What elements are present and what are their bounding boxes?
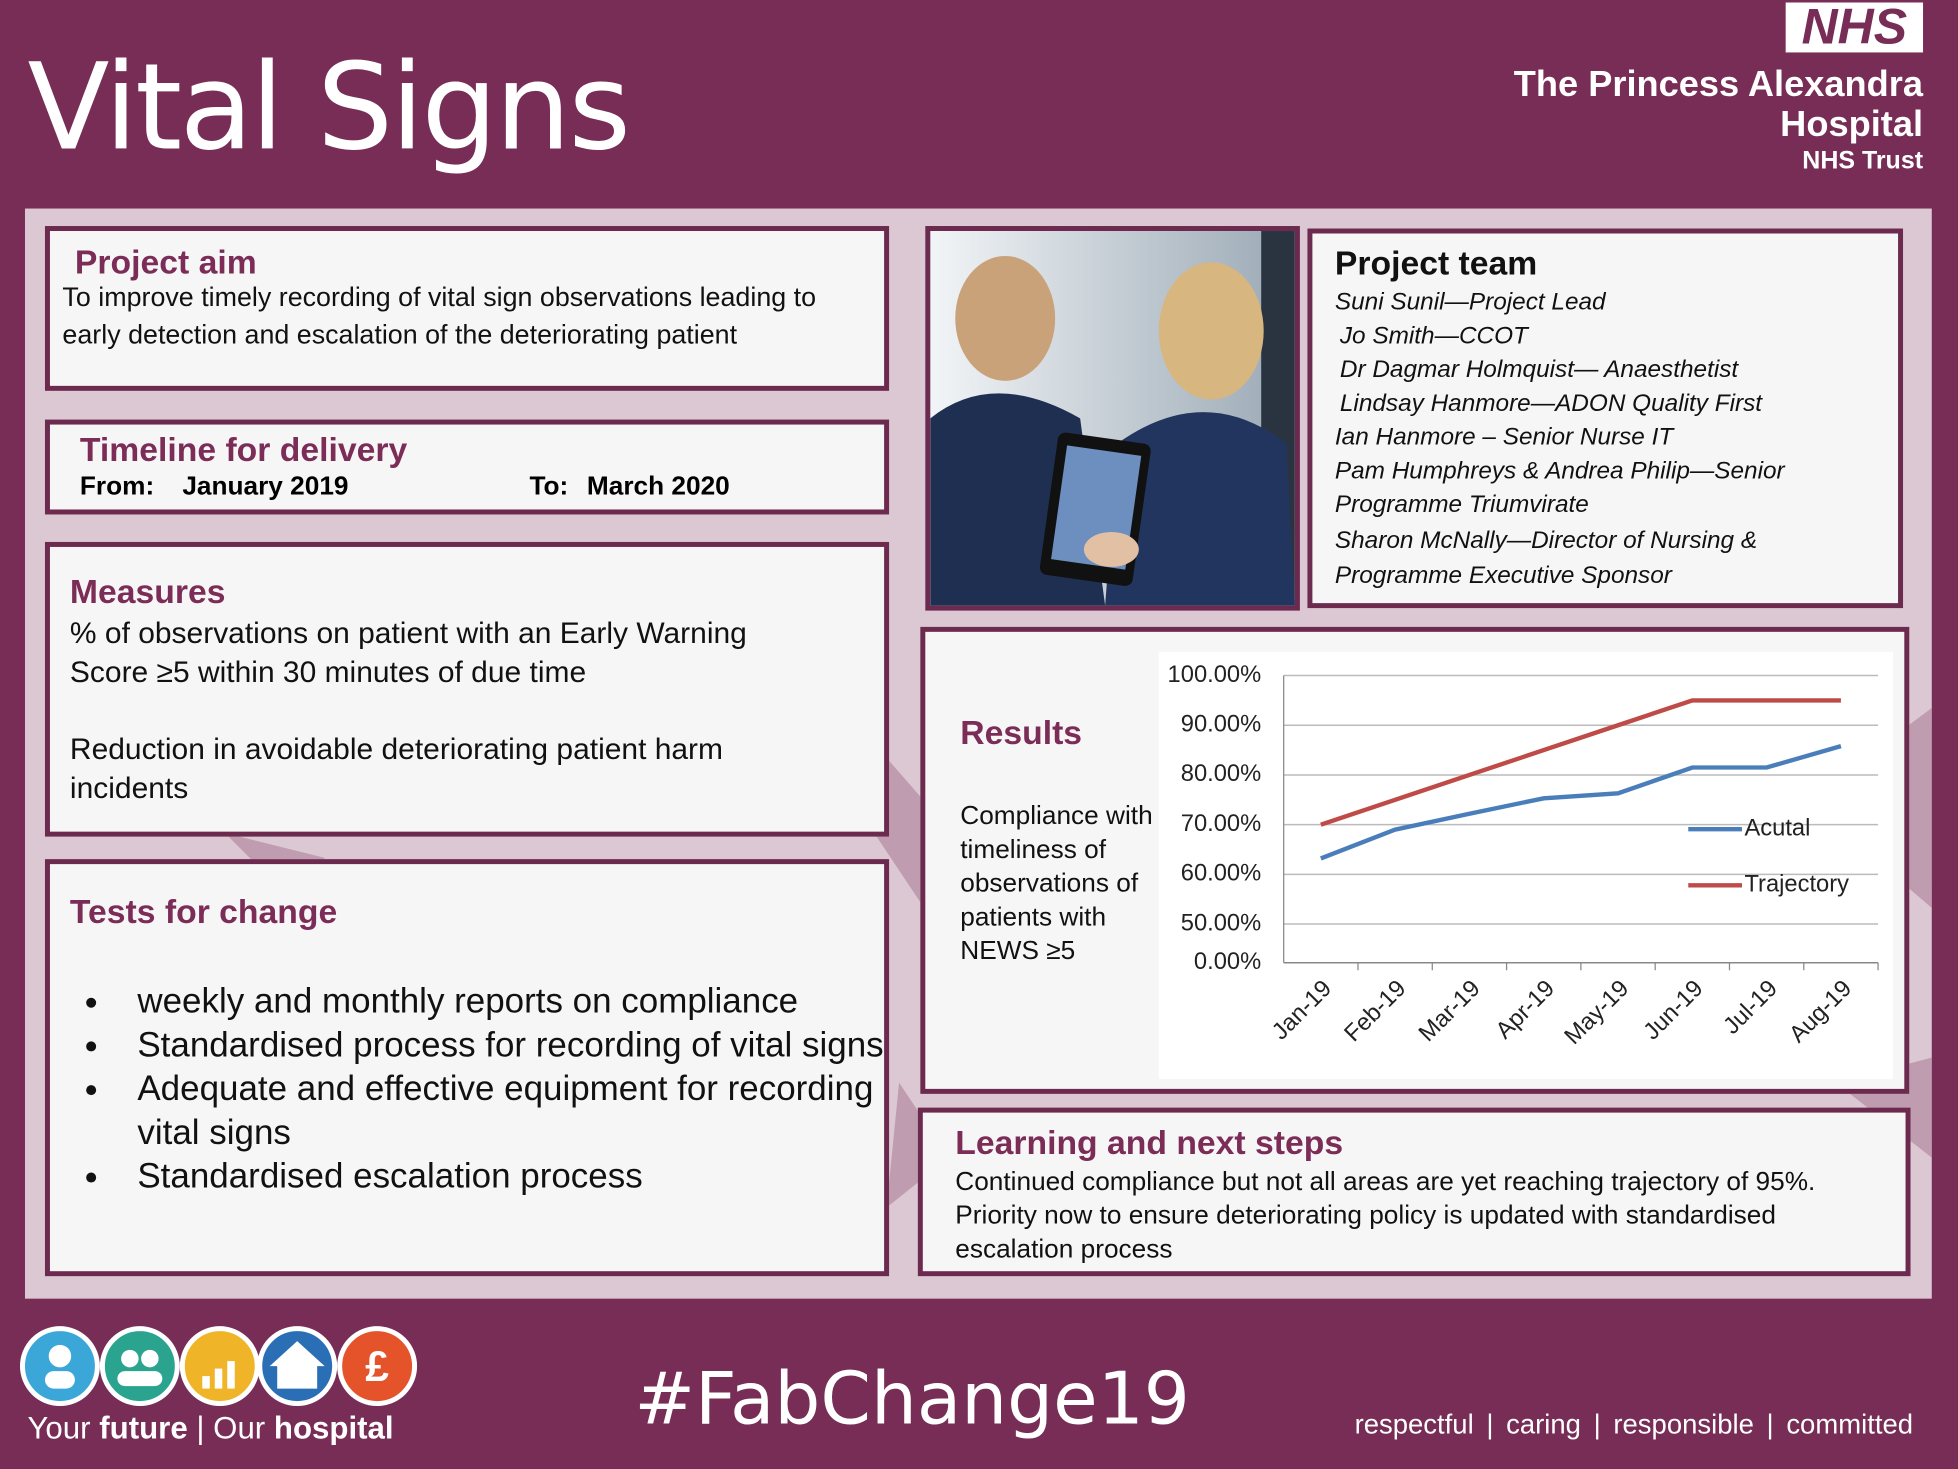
trust-sub: NHS Trust: [1802, 147, 1924, 175]
x-tick-label: Jun-19: [1639, 976, 1709, 1046]
member: Suni Sunil—Project Lead: [1334, 288, 1606, 316]
member: Programme Triumvirate: [1334, 490, 1589, 519]
test-item: Standardised escalation process: [115, 1154, 884, 1198]
member: Jo Smith—CCOT: [1339, 322, 1528, 350]
hashtag: #FabChange19: [634, 1356, 1190, 1442]
x-tick-label: Feb-19: [1340, 976, 1412, 1048]
text: Continued compliance but not all areas a…: [955, 1167, 1816, 1264]
description: Compliance with timeliness of observatio…: [960, 801, 1153, 966]
results-chart: 0.00% 50.00% 60.00% 70.00% 80.00% 90.00% 100.0…: [1158, 651, 1894, 1079]
from: January 2019: [182, 472, 349, 501]
tagline-word: Your: [27, 1411, 91, 1447]
project-aim: Project aim To improve timely recording …: [44, 226, 890, 391]
heading: Project team: [1334, 244, 1538, 283]
heading: Measures: [69, 573, 226, 611]
x-tick-label: Mar-19: [1414, 976, 1486, 1048]
title: Vital Signs: [27, 37, 631, 178]
y-tick-label: 50.00%: [1181, 910, 1261, 936]
y-tick-label: 90.00%: [1181, 712, 1261, 738]
value: caring: [1506, 1408, 1581, 1440]
tests-for-change: Tests for change weekly and monthly repo…: [44, 859, 890, 1277]
heading: Timeline for delivery: [79, 430, 408, 469]
trust-name-line: The Princess Alexandra: [1513, 64, 1924, 105]
tests-list: weekly and monthly reports on compliance…: [70, 979, 884, 1198]
x-tick-label: Aug-19: [1785, 976, 1857, 1048]
legend-label: Acutal: [1744, 815, 1810, 841]
y-tick-label: 0.00%: [1194, 949, 1261, 975]
test-item: weekly and monthly reports on compliance: [115, 979, 884, 1023]
line-series: [1320, 744, 1842, 861]
y-tick-label: 80.00%: [1181, 761, 1261, 787]
x-tick-label: Jul-19: [1719, 976, 1783, 1040]
y-tick-label: 60.00%: [1181, 861, 1261, 887]
to: March 2020: [586, 472, 730, 501]
y-tick-label: 70.00%: [1181, 811, 1261, 837]
legend-label: Trajectory: [1744, 872, 1849, 898]
tagline-word: Our: [213, 1411, 266, 1447]
member: Dr Dagmar Holmquist— Anaesthetist: [1339, 355, 1739, 384]
heading: Project aim: [74, 243, 257, 281]
measure: % of observations on patient with an Ear…: [69, 616, 747, 690]
from-label: From:: [79, 472, 155, 501]
value-icons: £: [19, 1326, 418, 1407]
test-item: Standardised process for recording of vi…: [115, 1023, 884, 1067]
value: respectful: [1354, 1408, 1474, 1440]
member: Lindsay Hanmore—ADON Quality First: [1339, 389, 1763, 418]
trust-name-line: Hospital: [1780, 104, 1924, 145]
text: To improve timely recording of vital sig…: [62, 282, 817, 350]
dates: From: January 2019 To: March 2020: [80, 472, 854, 504]
x-tick-label: May-19: [1560, 976, 1634, 1050]
tagline-word: future: [99, 1411, 188, 1447]
tagline-word: hospital: [273, 1411, 394, 1447]
trust-values: respectful | caring | responsible | comm…: [1355, 1409, 1913, 1441]
x-tick-label: Apr-19: [1491, 976, 1560, 1045]
member: Ian Hanmore – Senior Nurse IT: [1334, 423, 1674, 451]
member: Programme Executive Sponsor: [1334, 561, 1672, 590]
tagline-sep: |: [196, 1411, 205, 1447]
test-item: Adequate and effective equipment for rec…: [115, 1066, 884, 1153]
heading: Tests for change: [69, 892, 338, 931]
value: responsible: [1613, 1408, 1754, 1440]
heading: Results: [960, 714, 1083, 752]
member: Sharon McNally—Director of Nursing &: [1334, 526, 1758, 555]
photo: [925, 226, 1300, 611]
learning: Learning and next steps Continued compli…: [917, 1107, 1911, 1277]
to-label: To:: [529, 472, 569, 501]
measures: Measures % of observations on patient wi…: [44, 541, 890, 837]
trust-name: The Princess Alexandra Hospital NHS Trus…: [1514, 65, 1923, 177]
line-series: [1320, 698, 1841, 827]
nhs-logo: NHS: [1785, 2, 1924, 52]
heading: Learning and next steps: [955, 1123, 1344, 1162]
separator: |: [1486, 1408, 1494, 1440]
member: Pam Humphreys & Andrea Philip—Senior: [1334, 457, 1785, 485]
value: committed: [1786, 1408, 1914, 1440]
tagline: Your future | Our hospital: [27, 1411, 393, 1447]
x-tick-label: Jan-19: [1267, 976, 1337, 1046]
measure: Reduction in avoidable deteriorating pat…: [69, 732, 724, 806]
timeline: Timeline for delivery From: January 2019…: [44, 419, 890, 515]
svg-text:£: £: [365, 1343, 389, 1390]
project-team: Project team Suni Sunil—Project Lead Jo …: [1307, 228, 1904, 609]
photo-image: [930, 231, 1295, 606]
separator: |: [1593, 1408, 1601, 1440]
y-tick-label: 100.00%: [1168, 662, 1262, 688]
separator: |: [1766, 1408, 1774, 1440]
